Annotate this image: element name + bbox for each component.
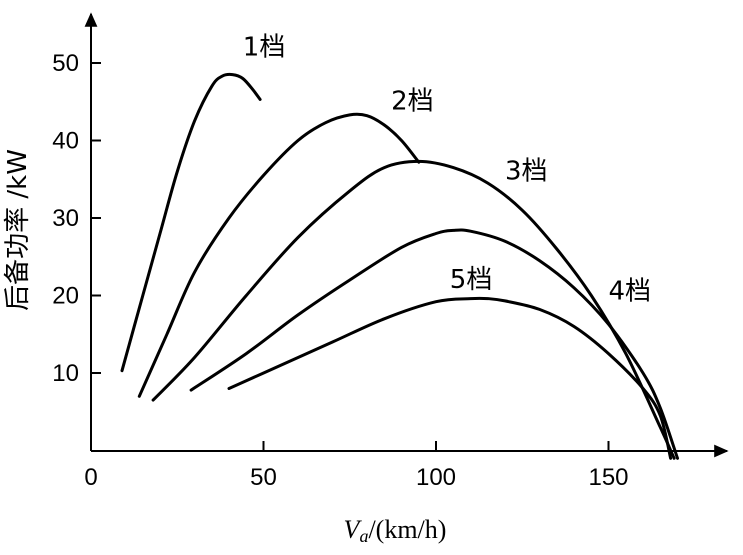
series-line-5 xyxy=(227,296,673,460)
series-line-2 xyxy=(137,112,421,398)
ticks: 0 50 100 150 10 20 30 40 50 xyxy=(52,50,628,491)
x-axis-title: Va/(km/h) xyxy=(344,515,447,546)
x-tick-label: 150 xyxy=(588,464,628,491)
series-label-5: 5档 xyxy=(450,265,493,295)
series-line-1 xyxy=(120,72,262,373)
x-axis-title-unit: /(km/h) xyxy=(368,515,446,544)
x-tick-label: 100 xyxy=(416,464,456,491)
x-axis-title-sub: a xyxy=(359,526,368,546)
series-label-2: 2档 xyxy=(391,87,434,117)
y-tick-label: 10 xyxy=(52,360,79,387)
x-tick-label: 0 xyxy=(84,464,97,491)
series-line-4 xyxy=(189,228,679,460)
series-line-3 xyxy=(151,159,676,460)
y-axis-title: 后备功率 /kW xyxy=(3,149,33,311)
series-label-3: 3档 xyxy=(505,156,548,186)
x-axis-title-main: V xyxy=(344,515,363,544)
series-lines xyxy=(120,72,679,460)
series-labels: 1档 2档 3档 4档 5档 xyxy=(243,32,651,306)
series-label-4: 4档 xyxy=(609,276,652,306)
series-label-1: 1档 xyxy=(243,32,286,62)
y-tick-label: 50 xyxy=(52,50,79,77)
y-tick-label: 40 xyxy=(52,128,79,155)
x-tick-label: 50 xyxy=(250,464,277,491)
axes xyxy=(84,12,729,458)
y-tick-label: 20 xyxy=(52,283,79,310)
y-tick-label: 30 xyxy=(52,205,79,232)
